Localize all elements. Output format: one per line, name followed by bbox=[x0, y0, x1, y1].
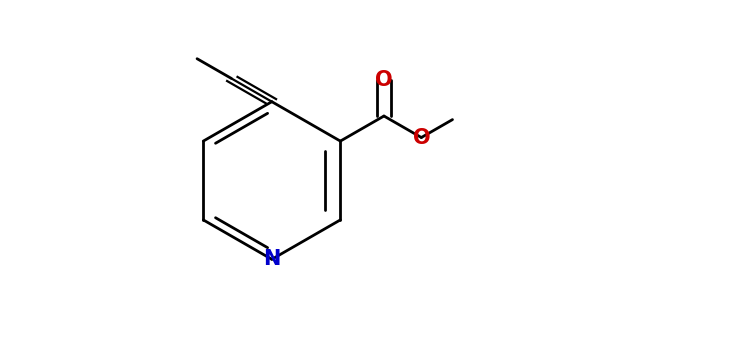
Text: O: O bbox=[412, 127, 430, 148]
Text: N: N bbox=[263, 249, 280, 269]
Text: O: O bbox=[375, 70, 393, 90]
